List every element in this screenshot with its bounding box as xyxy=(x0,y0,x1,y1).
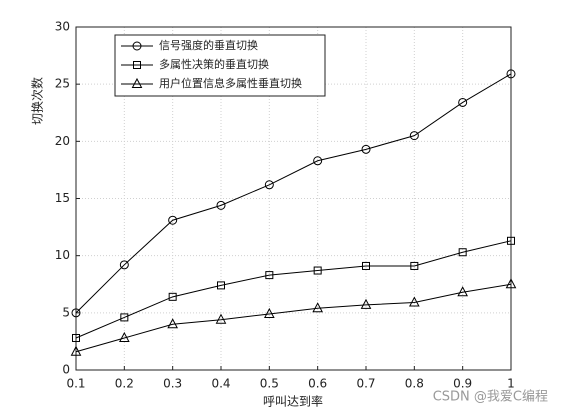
marker xyxy=(119,260,129,270)
x-tick-label: 0.4 xyxy=(211,377,230,391)
x-tick-label: 0.8 xyxy=(405,377,424,391)
marker xyxy=(458,248,467,257)
marker xyxy=(217,281,225,290)
marker xyxy=(131,77,143,88)
marker xyxy=(507,236,515,245)
marker xyxy=(215,313,227,324)
marker xyxy=(168,292,177,301)
marker xyxy=(132,41,142,51)
x-tick-label: 0.9 xyxy=(453,377,472,391)
marker xyxy=(313,266,322,275)
x-tick-label: 0.6 xyxy=(308,377,327,391)
marker xyxy=(265,271,274,280)
marker xyxy=(362,261,370,270)
x-tick-label: 1 xyxy=(507,377,515,391)
y-tick-label: 5 xyxy=(62,305,70,319)
marker xyxy=(71,308,81,318)
x-tick-label: 0.1 xyxy=(66,377,85,391)
marker xyxy=(458,97,468,107)
marker xyxy=(457,286,468,297)
legend-label: 用户位置信息多属性垂直切换 xyxy=(159,76,302,90)
series-line xyxy=(75,240,512,339)
marker xyxy=(506,69,516,79)
y-tick-label: 10 xyxy=(55,248,70,262)
legend-label: 信号强度的垂直切换 xyxy=(159,38,258,52)
y-tick-label: 20 xyxy=(55,134,70,148)
series-line xyxy=(75,73,512,314)
marker xyxy=(264,307,275,318)
x-axis-label: 呼叫达到率 xyxy=(263,394,323,409)
series-line xyxy=(75,283,512,353)
marker xyxy=(216,200,226,210)
marker xyxy=(313,156,323,166)
watermark: CSDN @我爱C编程 xyxy=(433,390,548,405)
y-tick-label: 30 xyxy=(55,20,70,34)
y-tick-label: 0 xyxy=(62,363,70,377)
marker xyxy=(410,261,419,270)
x-tick-label: 0.3 xyxy=(163,377,182,391)
y-axis-label: 切换次数 xyxy=(30,77,45,125)
legend-label: 多属性决策的垂直切换 xyxy=(159,57,269,71)
marker xyxy=(264,180,274,190)
x-tick-label: 0.2 xyxy=(115,377,134,391)
plot-frame xyxy=(75,26,512,371)
marker xyxy=(312,302,323,313)
marker xyxy=(361,144,371,154)
marker xyxy=(72,333,80,342)
marker xyxy=(70,345,82,356)
marker xyxy=(168,215,178,225)
marker xyxy=(409,296,420,307)
x-tick-label: 0.5 xyxy=(260,377,279,391)
y-tick-label: 25 xyxy=(55,77,70,91)
marker xyxy=(360,298,372,309)
marker xyxy=(167,318,178,329)
y-tick-label: 15 xyxy=(55,191,70,205)
x-tick-label: 0.7 xyxy=(356,377,375,391)
marker xyxy=(120,313,129,322)
marker xyxy=(119,331,130,342)
marker xyxy=(133,61,141,69)
marker xyxy=(409,131,419,141)
marker xyxy=(505,278,517,289)
